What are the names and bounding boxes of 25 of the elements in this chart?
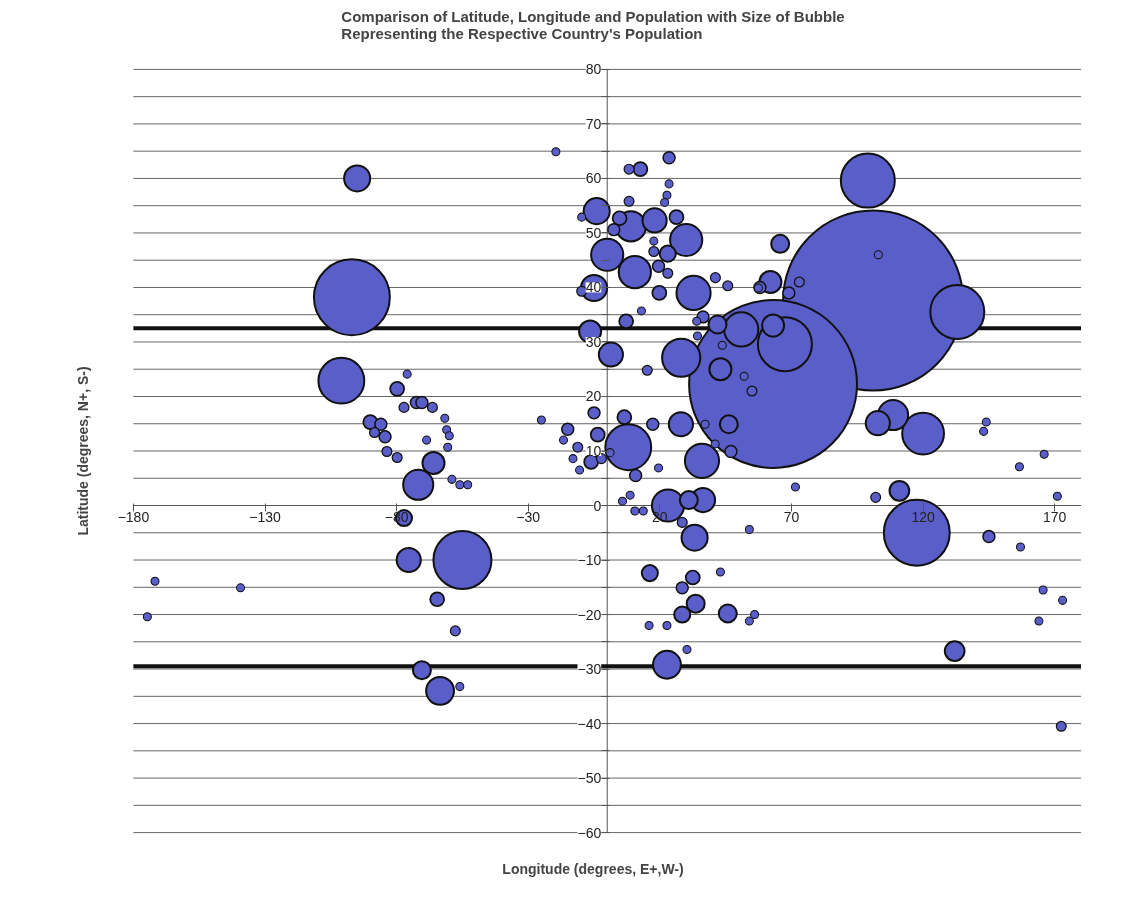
- y-axis-title: Latitude (degrees, N+, S-): [74, 366, 91, 536]
- y-tick-label: 30: [585, 333, 602, 350]
- y-tick-label: −10: [577, 552, 602, 569]
- x-axis-title: Longitude (degrees, E+,W-): [502, 860, 684, 877]
- x-tick-label: 120: [911, 508, 935, 525]
- y-tick-label: 40: [585, 279, 602, 296]
- x-tick-label: −80: [384, 508, 409, 525]
- y-tick-label: −40: [577, 715, 602, 732]
- y-tick-label: −30: [577, 661, 602, 678]
- y-tick-label: 50: [585, 224, 602, 241]
- y-tick-label: 80: [585, 61, 602, 78]
- x-tick-label: −30: [516, 508, 541, 525]
- x-tick-label: −130: [249, 508, 281, 525]
- x-tick-label: 170: [1043, 508, 1067, 525]
- chart-title: Comparison of Latitude, Longitude and Population with Size of Bubble Representing the Respective Country's Population: [341, 7, 845, 42]
- y-tick-label: 70: [585, 115, 602, 132]
- y-tick-label: −50: [577, 770, 602, 787]
- y-tick-label: 10: [585, 443, 602, 459]
- y-tick-label: 0: [593, 497, 602, 514]
- x-tick-label: −180: [117, 508, 150, 525]
- y-tick-label: −20: [577, 606, 602, 623]
- y-tick-label: 60: [585, 170, 602, 187]
- y-tick-label: −60: [577, 824, 602, 841]
- y-tick-label: 20: [585, 388, 602, 405]
- x-tick-label: 70: [783, 508, 800, 525]
